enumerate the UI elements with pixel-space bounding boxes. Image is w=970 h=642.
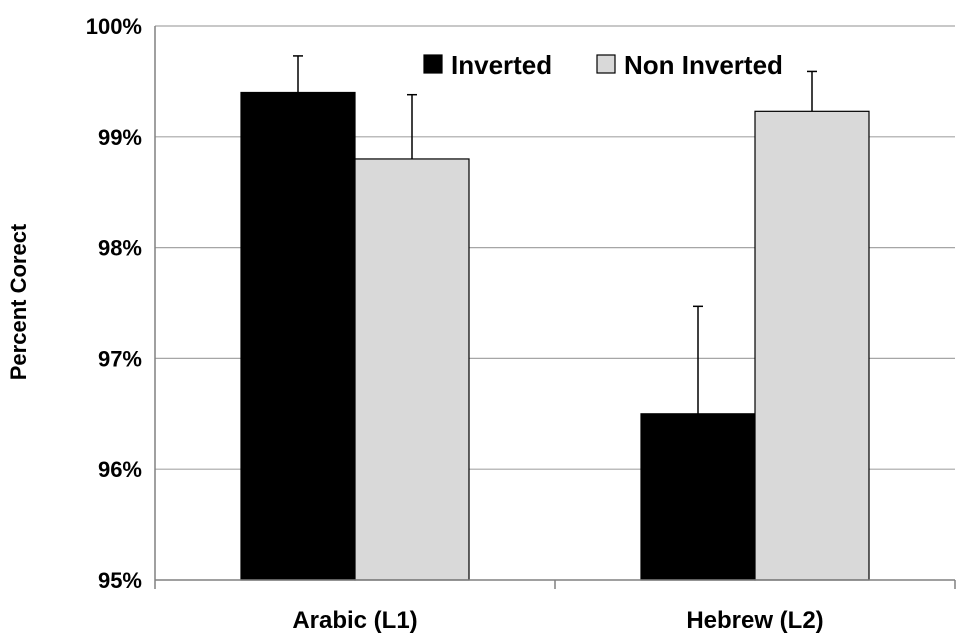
y-tick-label: 99%: [98, 125, 142, 150]
legend-label: Non Inverted: [624, 50, 783, 80]
y-axis-tick-labels: 95% 96% 97% 98% 99% 100%: [86, 14, 142, 593]
y-tick-label: 96%: [98, 457, 142, 482]
x-axis-category-labels: Arabic (L1) Hebrew (L2): [292, 607, 823, 634]
y-tick-label: 100%: [86, 14, 142, 39]
x-axis-ticks: [154, 580, 956, 589]
legend-swatch: [423, 54, 443, 74]
bar-inverted: [240, 91, 356, 581]
x-category-label: Hebrew (L2): [686, 607, 823, 634]
legend: Inverted Non Inverted: [423, 50, 783, 80]
legend-label: Inverted: [451, 50, 552, 80]
y-tick-label: 98%: [98, 236, 142, 261]
legend-swatch: [596, 54, 616, 74]
bar-non-inverted: [354, 158, 470, 581]
x-category-label: Arabic (L1): [292, 607, 417, 634]
bar-non-inverted: [754, 110, 870, 581]
bars: [240, 91, 870, 581]
bar-inverted: [640, 413, 756, 581]
y-tick-label: 95%: [98, 568, 142, 593]
error-bars: [293, 55, 817, 414]
y-axis-title: Percent Corect: [6, 223, 31, 380]
y-tick-label: 97%: [98, 346, 142, 371]
